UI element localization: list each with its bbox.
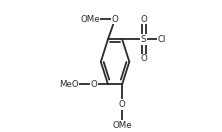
Text: MeO: MeO [59, 80, 78, 89]
Text: O: O [140, 54, 147, 63]
Text: O: O [90, 80, 97, 89]
Text: OMe: OMe [112, 121, 132, 130]
Text: Cl: Cl [158, 35, 166, 44]
Text: O: O [140, 15, 147, 23]
Text: S: S [141, 35, 146, 44]
Text: O: O [119, 100, 126, 109]
Text: OMe: OMe [80, 15, 100, 23]
Text: O: O [112, 15, 119, 23]
